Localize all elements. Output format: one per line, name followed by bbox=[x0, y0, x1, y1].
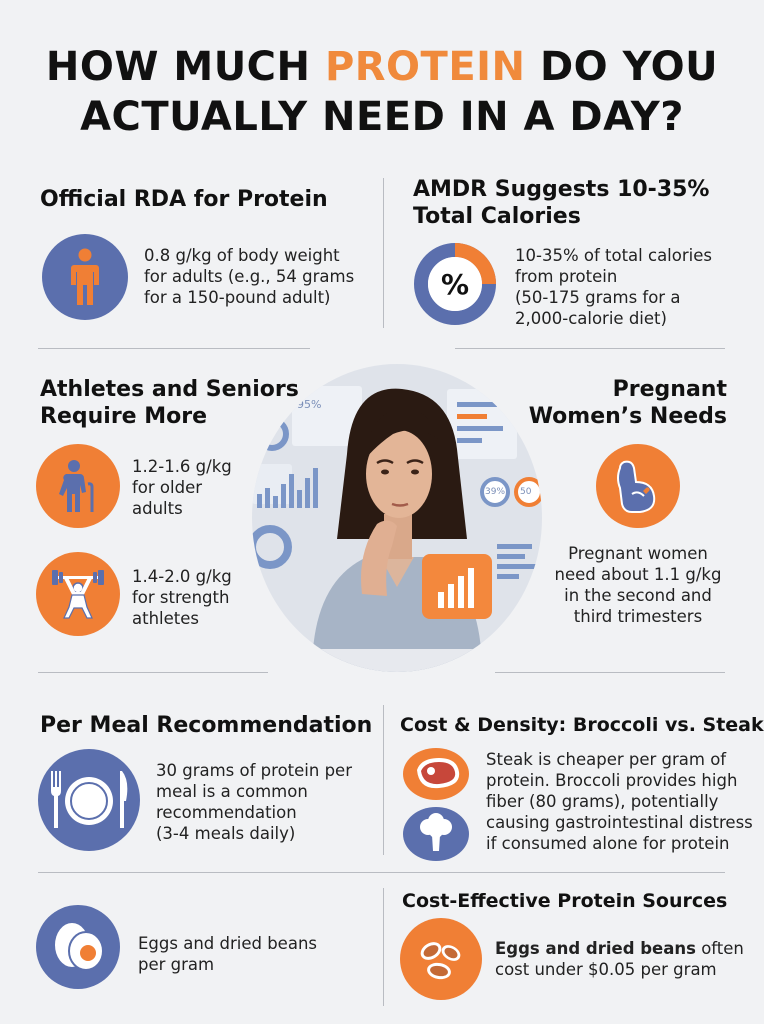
divider-right-1 bbox=[455, 348, 725, 349]
amdr-text-line: 2,000-calorie diet) bbox=[515, 309, 667, 328]
per-meal-text: 30 grams of protein per meal is a common… bbox=[156, 760, 352, 844]
weightlifter-icon bbox=[36, 552, 120, 636]
per-meal-text-line: recommendation bbox=[156, 803, 297, 822]
pregnant-text-line: Pregnant women bbox=[568, 544, 708, 563]
cost-density-heading: Cost & Density: Broccoli vs. Steak bbox=[400, 714, 764, 736]
title-line-1: HOW MUCH PROTEIN DO YOU bbox=[0, 42, 764, 92]
dashboard-label: 95% bbox=[297, 398, 322, 411]
cost-density-text-line: causing gastrointestinal distress bbox=[486, 813, 753, 832]
pregnant-heading-line: Pregnant bbox=[612, 377, 727, 402]
cost-density-text-line: if consumed alone for protein bbox=[486, 834, 730, 853]
elderly-person-icon bbox=[36, 444, 120, 528]
person-icon bbox=[42, 234, 128, 320]
beans-icon bbox=[400, 918, 482, 1000]
cost-density-text-line: Steak is cheaper per gram of bbox=[486, 750, 727, 769]
amdr-text-line: (50-175 grams for a bbox=[515, 288, 681, 307]
eggs-text-line: per gram bbox=[138, 955, 215, 974]
rda-text-line: 0.8 g/kg of body weight bbox=[144, 246, 340, 265]
cost-density-text-line: fiber (80 grams), potentially bbox=[486, 792, 719, 811]
pregnant-text-line: need about 1.1 g/kg bbox=[554, 565, 722, 584]
woman-thinking-photo: 95% 39% 50 bbox=[252, 364, 542, 672]
per-meal-heading: Per Meal Recommendation bbox=[40, 713, 373, 738]
pregnant-text: Pregnant women need about 1.1 g/kg in th… bbox=[548, 543, 728, 627]
rda-heading: Official RDA for Protein bbox=[40, 187, 328, 212]
pregnant-heading: Pregnant Women’s Needs bbox=[520, 376, 727, 430]
amdr-heading-line: AMDR Suggests 10-35% bbox=[413, 177, 710, 202]
title-accent-word: PROTEIN bbox=[324, 44, 526, 90]
percent-symbol: % bbox=[440, 267, 470, 301]
title-line-2: ACTUALLY NEED IN A DAY? bbox=[80, 94, 684, 140]
divider-full bbox=[38, 872, 725, 873]
per-meal-text-line: meal is a common bbox=[156, 782, 308, 801]
title-part-1: HOW MUCH bbox=[45, 44, 325, 90]
pregnant-text-line: third trimesters bbox=[573, 607, 703, 626]
pregnant-heading-line: Women’s Needs bbox=[528, 404, 727, 429]
per-meal-text-line: (3-4 meals daily) bbox=[156, 824, 296, 843]
cost-density-text-line: protein. Broccoli provides high bbox=[486, 771, 738, 790]
egg-icon bbox=[36, 905, 120, 989]
cost-effective-heading: Cost-Effective Protein Sources bbox=[402, 890, 728, 912]
eggs-text-line: Eggs and dried beans bbox=[138, 934, 318, 953]
plate-fork-knife-icon bbox=[38, 749, 140, 851]
strength-text-line: 1.4-2.0 g/kg bbox=[132, 567, 232, 586]
strength-athletes-text: 1.4-2.0 g/kg for strength athletes bbox=[132, 566, 232, 629]
divider-right-2 bbox=[495, 672, 725, 673]
dashboard-label: 39% bbox=[485, 487, 506, 497]
cost-effective-bold: Eggs and dried beans bbox=[495, 939, 696, 958]
divider-vertical-top bbox=[383, 178, 384, 328]
per-meal-text-line: 30 grams of protein per bbox=[156, 761, 352, 780]
amdr-text-line: from protein bbox=[515, 267, 618, 286]
title-part-2: DO YOU bbox=[525, 44, 719, 90]
cost-effective-text-line: Eggs and dried beans often bbox=[495, 938, 744, 959]
cost-effective-text: Eggs and dried beans often cost under $0… bbox=[495, 938, 744, 980]
amdr-heading: AMDR Suggests 10-35% Total Calories bbox=[413, 176, 709, 230]
older-adults-text: 1.2-1.6 g/kg for older adults bbox=[132, 456, 232, 519]
divider-left-1 bbox=[38, 348, 310, 349]
strength-text-line: athletes bbox=[132, 609, 199, 628]
divider-left-2 bbox=[38, 672, 268, 673]
rda-text: 0.8 g/kg of body weight for adults (e.g.… bbox=[144, 245, 354, 308]
older-text-line: for older bbox=[132, 478, 203, 497]
cost-density-text: Steak is cheaper per gram of protein. Br… bbox=[486, 749, 753, 854]
amdr-text: 10-35% of total calories from protein (5… bbox=[515, 245, 712, 329]
broccoli-icon bbox=[403, 807, 469, 861]
rda-text-line: for adults (e.g., 54 grams bbox=[144, 267, 355, 286]
divider-vertical-mid bbox=[383, 705, 384, 855]
eggs-text: Eggs and dried beans per gram bbox=[138, 933, 317, 975]
athletes-heading-line: Athletes and Seniors bbox=[40, 377, 299, 402]
athletes-heading-line: Require More bbox=[40, 404, 208, 429]
page-title: HOW MUCH PROTEIN DO YOU ACTUALLY NEED IN… bbox=[0, 42, 764, 142]
dashboard-label: 50 bbox=[520, 487, 532, 497]
pregnant-woman-icon bbox=[596, 444, 680, 528]
amdr-heading-line: Total Calories bbox=[413, 204, 581, 229]
cost-effective-rest: often bbox=[695, 939, 744, 958]
older-text-line: 1.2-1.6 g/kg bbox=[132, 457, 232, 476]
athletes-heading: Athletes and Seniors Require More bbox=[40, 376, 299, 430]
pregnant-text-line: in the second and bbox=[564, 586, 712, 605]
strength-text-line: for strength bbox=[132, 588, 230, 607]
cost-effective-text-line: cost under $0.05 per gram bbox=[495, 960, 717, 979]
older-text-line: adults bbox=[132, 499, 183, 518]
rda-text-line: for a 150-pound adult) bbox=[144, 288, 331, 307]
steak-icon bbox=[403, 748, 469, 800]
percent-donut-icon: % bbox=[413, 242, 497, 326]
amdr-text-line: 10-35% of total calories bbox=[515, 246, 712, 265]
divider-vertical-bottom bbox=[383, 888, 384, 1006]
